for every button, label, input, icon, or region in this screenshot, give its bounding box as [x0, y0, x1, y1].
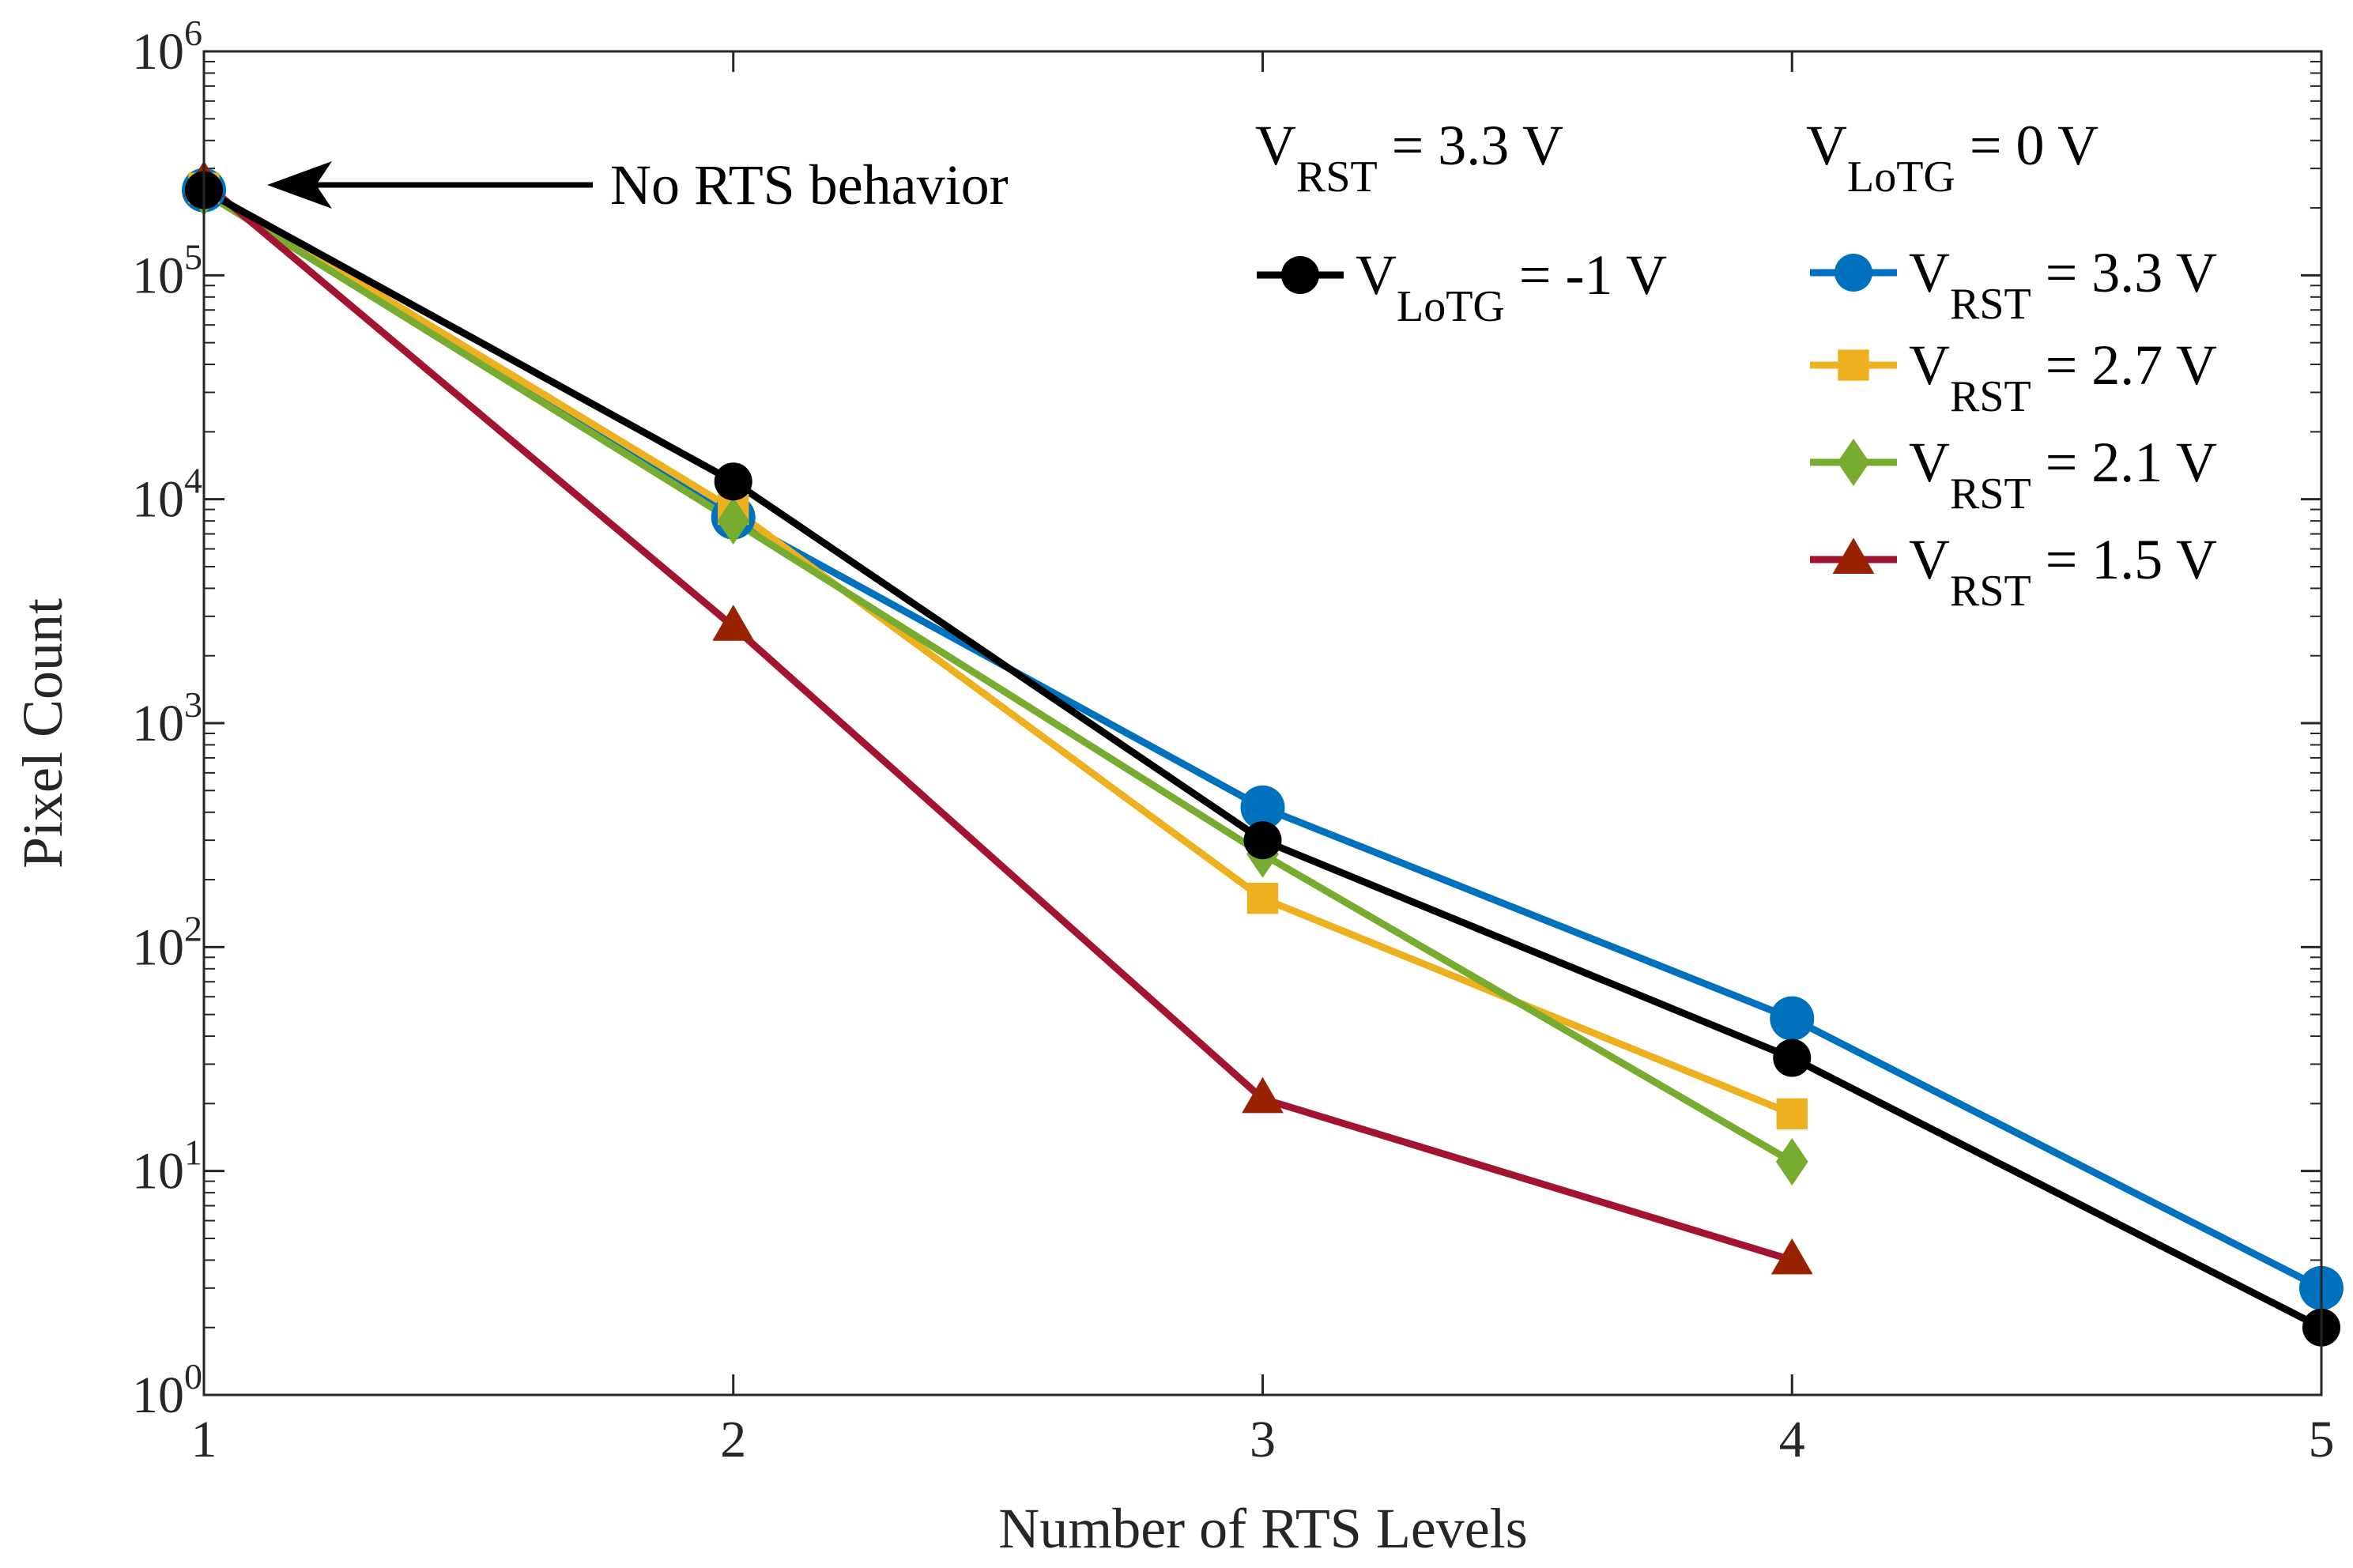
- y-tick-exponent: 1: [184, 1133, 202, 1173]
- y-tick-label: 102: [132, 908, 202, 976]
- legend-label-0-rest: = -1 V: [1505, 243, 1667, 307]
- x-tick-label: 5: [2309, 1411, 2335, 1468]
- y-tick-label: 101: [132, 1133, 202, 1200]
- y-tick-label: 103: [132, 684, 202, 752]
- series-1-point: [1240, 785, 1285, 830]
- y-tick-label: 100: [132, 1356, 202, 1424]
- legend-label-3-rest: = 2.1 V: [2031, 431, 2217, 494]
- legend-label-4-main: V: [1909, 528, 1950, 591]
- plot-frame: [202, 50, 2323, 1396]
- annotation-arrow-head: [267, 161, 332, 209]
- x-axis-label: Number of RTS Levels: [998, 1497, 1528, 1560]
- legend-label-3: VRST = 2.1 V: [1909, 431, 2217, 518]
- legend-title-0-rest: = 3.3 V: [1378, 114, 1563, 177]
- legend-label-0-sub: LoTG: [1397, 282, 1505, 331]
- legend-marker-3: [1837, 439, 1870, 486]
- series-4-point: [1242, 1076, 1284, 1114]
- y-tick-base: 10: [132, 23, 184, 81]
- y-axis-label: Pixel Count: [11, 598, 74, 869]
- series-0-point: [714, 462, 752, 501]
- legend-label-1-sub: RST: [1950, 280, 2031, 329]
- y-tick-base: 10: [132, 695, 184, 752]
- legend-label-1-main: V: [1909, 241, 1950, 304]
- x-tick-label: 2: [720, 1411, 746, 1468]
- series-4-point: [1770, 1238, 1813, 1275]
- legend-label-4: VRST = 1.5 V: [1909, 528, 2217, 616]
- y-tick-label: 104: [132, 461, 202, 529]
- legend-marker-4: [1832, 537, 1875, 574]
- x-tick-label: 4: [1779, 1411, 1805, 1468]
- series-3-point: [717, 497, 750, 545]
- y-tick-exponent: 0: [184, 1356, 202, 1396]
- x-tick-label: 1: [191, 1411, 217, 1468]
- series-line-4: [202, 179, 1793, 1264]
- legend-label-2: VRST = 2.7 V: [1909, 334, 2217, 421]
- legend-title-0-main: V: [1255, 114, 1296, 177]
- annotation-text: No RTS behavior: [610, 153, 1009, 217]
- legend-title-1: VLoTG = 0 V: [1806, 114, 2098, 202]
- legend-label-2-main: V: [1909, 334, 1950, 397]
- series-line-3: [202, 189, 1794, 1165]
- legend-label-4-sub: RST: [1950, 567, 2031, 616]
- legend-marker-0: [1281, 256, 1319, 294]
- y-tick-exponent: 6: [184, 13, 202, 53]
- series-3-point: [1775, 1137, 1808, 1185]
- legend-marker-2: [1838, 349, 1869, 381]
- y-tick-exponent: 2: [184, 908, 202, 948]
- series-0-point: [1243, 821, 1282, 860]
- legend-label-2-sub: RST: [1950, 372, 2031, 421]
- legend-label-2-rest: = 2.7 V: [2031, 334, 2217, 397]
- legend-title-0: VRST = 3.3 V: [1255, 114, 1563, 202]
- y-tick-label: 106: [132, 13, 202, 81]
- y-tick-base: 10: [132, 1366, 184, 1424]
- legend-title-1-sub: LoTG: [1847, 153, 1955, 202]
- y-tick-base: 10: [132, 1143, 184, 1200]
- legend-label-1-rest: = 3.3 V: [2031, 241, 2217, 304]
- x-tick-label: 3: [1250, 1411, 1276, 1468]
- y-tick-exponent: 5: [184, 236, 202, 277]
- y-tick-base: 10: [132, 471, 184, 529]
- y-tick-exponent: 4: [184, 461, 202, 501]
- legend-title-1-main: V: [1806, 114, 1847, 177]
- series-2-point: [1246, 883, 1279, 914]
- legend-label-1: VRST = 3.3 V: [1909, 241, 2217, 329]
- legend-label-3-sub: RST: [1950, 469, 2031, 518]
- legend-title-1-rest: = 0 V: [1955, 114, 2098, 177]
- y-tick-base: 10: [132, 918, 184, 976]
- legend-label-0-main: V: [1356, 243, 1397, 307]
- series-0-point: [1773, 1038, 1812, 1077]
- series-1-point: [1770, 996, 1815, 1041]
- y-tick-base: 10: [132, 247, 184, 304]
- series-4-point: [712, 605, 755, 641]
- legend-title-0-sub: RST: [1296, 153, 1378, 202]
- legend-marker-1: [1835, 254, 1872, 292]
- legend-label-0: VLoTG = -1 V: [1356, 243, 1667, 331]
- series-2-point: [1776, 1098, 1808, 1130]
- y-tick-label: 105: [132, 236, 202, 304]
- y-tick-exponent: 3: [184, 684, 202, 725]
- annotation: No RTS behavior: [267, 153, 1009, 217]
- legend-label-4-rest: = 1.5 V: [2031, 528, 2217, 591]
- legend-label-3-main: V: [1909, 431, 1950, 494]
